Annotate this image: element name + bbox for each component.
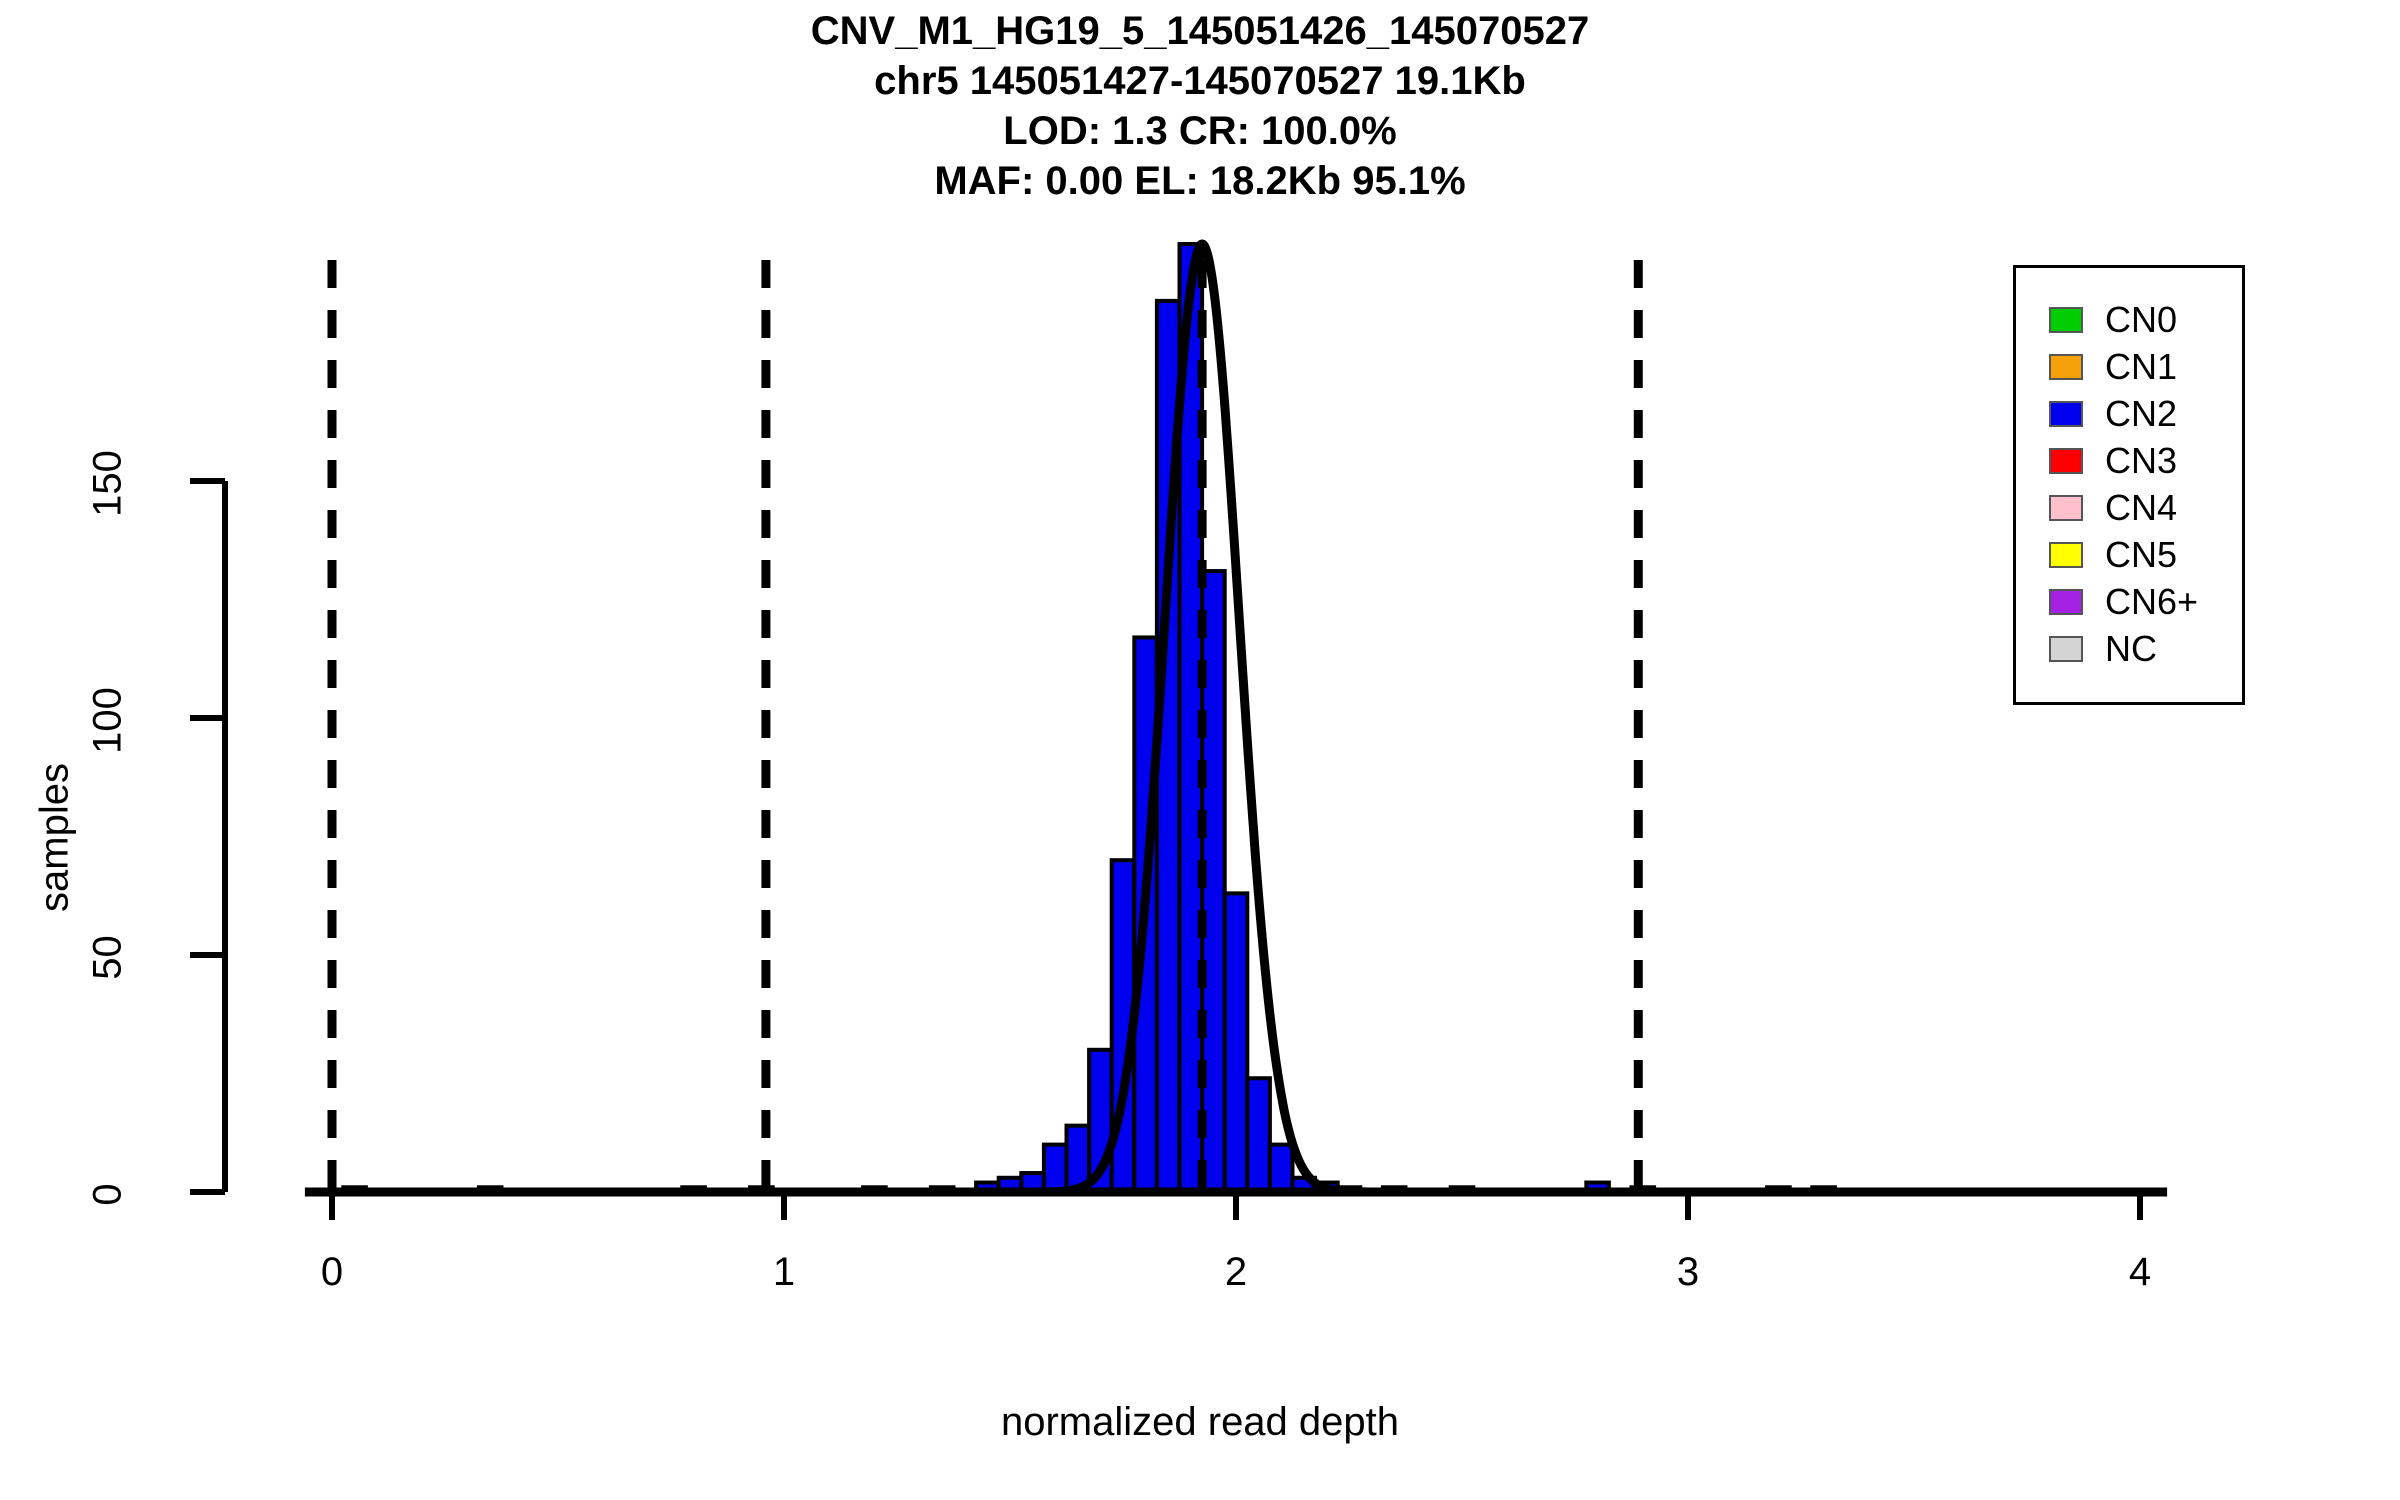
legend-swatch-icon: [2049, 635, 2083, 662]
legend-item-label: CN1: [2105, 345, 2178, 387]
legend-item-cn0[interactable]: CN0: [2016, 296, 2242, 343]
histogram-bar: [1267, 1142, 1295, 1194]
y-tick-label: 50: [85, 935, 130, 980]
legend-item-cn4[interactable]: CN4: [2016, 484, 2242, 531]
reference-lines: [327, 260, 1643, 1192]
x-tick-label: 1: [772, 1250, 796, 1294]
legend-item-cn2[interactable]: CN2: [2016, 390, 2242, 437]
x-tick-label: 4: [2128, 1250, 2152, 1294]
legend-item-nc[interactable]: NC: [2016, 625, 2242, 672]
legend-item-cn1[interactable]: CN1: [2016, 343, 2242, 390]
title-line-2: chr5 145051427-145070527 19.1Kb: [874, 59, 1526, 103]
title-line-4: MAF: 0.00 EL: 18.2Kb 95.1%: [934, 159, 1466, 203]
y-tick-label: 150: [85, 450, 130, 517]
legend-item-cn3[interactable]: CN3: [2016, 437, 2242, 484]
y-tick-label: 100: [85, 687, 130, 754]
histogram-bar: [1245, 1076, 1272, 1194]
legend-item-label: CN6+: [2105, 580, 2199, 622]
legend-swatch-icon: [2049, 306, 2083, 333]
legend-item-label: CN5: [2105, 533, 2178, 575]
legend-item-label: CN3: [2105, 439, 2178, 481]
legend-swatch-icon: [2049, 400, 2083, 427]
legend-box: CN0 CN1 CN2 CN3 CN4 CN5 CN6+ NC: [2013, 265, 2245, 705]
legend-item-label: CN2: [2105, 392, 2178, 434]
histogram-bar: [1041, 1142, 1069, 1194]
x-tick-label: 3: [1676, 1250, 1700, 1294]
legend-swatch-icon: [2049, 494, 2083, 521]
legend-swatch-icon: [2049, 541, 2083, 568]
legend-swatch-icon: [2049, 588, 2083, 615]
legend-item-cn6plus[interactable]: CN6+: [2016, 578, 2242, 625]
y-axis-title: samples: [32, 762, 77, 912]
x-tick-label: 0: [320, 1250, 344, 1294]
title-line-3: LOD: 1.3 CR: 100.0%: [1003, 109, 1397, 153]
histogram-bars: [341, 242, 1837, 1195]
x-tick-label: 2: [1224, 1250, 1248, 1294]
axes: [190, 478, 2168, 1220]
legend-item-cn5[interactable]: CN5: [2016, 531, 2242, 578]
title-line-1: CNV_M1_HG19_5_145051426_145070527: [810, 9, 1590, 53]
legend-swatch-icon: [2049, 447, 2083, 474]
x-axis-title: normalized read depth: [1000, 1400, 1400, 1444]
legend-swatch-icon: [2049, 353, 2083, 380]
histogram-bar: [1222, 891, 1250, 1194]
chart-title-block: CNV_M1_HG19_5_145051426_145070527 chr5 1…: [0, 6, 2400, 206]
legend-item-label: CN0: [2105, 298, 2178, 340]
legend-item-label: NC: [2105, 627, 2157, 669]
y-tick-label: 0: [85, 1183, 130, 1206]
legend-item-label: CN4: [2105, 486, 2178, 528]
